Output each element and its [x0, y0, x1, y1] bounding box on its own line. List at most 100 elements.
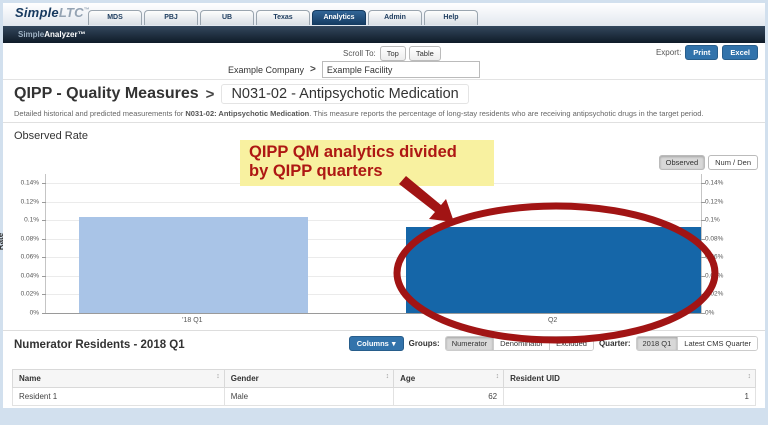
column-header-age[interactable]: Age ↕ — [393, 369, 505, 388]
chart-gridline — [46, 238, 701, 240]
export-label: Export: — [655, 48, 682, 57]
product-name-analyzer: Analyzer™ — [44, 30, 86, 39]
chart-gridline — [46, 201, 701, 203]
axis-tick — [42, 257, 46, 259]
tab-ub[interactable]: UB — [200, 10, 254, 25]
scroll-to-table-button[interactable]: Table — [408, 46, 441, 61]
y-axis-labels-right: 0% 0.02% 0.04% 0.06% 0.08% 0.1% 0.12% 0.14% — [703, 174, 745, 317]
scroll-buttons: Top Table — [379, 46, 441, 61]
axis-tick — [42, 220, 46, 222]
column-header-gender[interactable]: Gender ↕ — [223, 369, 395, 388]
facility-input[interactable] — [321, 61, 480, 78]
description-prefix: Detailed historical and predicted measur… — [14, 109, 186, 118]
description-suffix: . This measure reports the percentage of… — [309, 109, 704, 118]
axis-tick — [42, 313, 46, 314]
cell-age: 62 — [393, 387, 505, 406]
axis-tick — [701, 238, 705, 240]
y-axis-title: Rate — [0, 232, 6, 251]
simpleltc-logo: SimpleLTC™ — [15, 5, 90, 20]
residents-table: Name ↕ Gender ↕ Age ↕ Resident UID ↕ Resident 1… — [12, 369, 756, 406]
group-excluded-button[interactable]: Excluded — [550, 337, 593, 350]
sort-icon: ↕ — [385, 373, 390, 380]
y-tick-label: 0.08% — [20, 235, 39, 243]
cell-name: Resident 1 — [12, 387, 225, 406]
logo-trademark: ™ — [83, 7, 90, 14]
chart-panel-title: Observed Rate — [14, 130, 88, 142]
group-numerator-button[interactable]: Numerator — [445, 337, 495, 350]
sort-icon: ↕ — [747, 373, 752, 380]
chart-gridline — [46, 257, 701, 259]
tab-mds[interactable]: MDS — [88, 10, 142, 25]
scroll-to-group: Scroll To: Top Table — [343, 46, 441, 61]
y-tick-label: 0.1% — [24, 216, 39, 224]
sort-icon: ↕ — [495, 373, 500, 380]
chevron-down-icon: ▾ — [391, 339, 396, 348]
nav-tabs: MDS PBJ UB Texas Analytics Admin Help — [88, 10, 478, 25]
export-print-button[interactable]: Print — [685, 45, 719, 60]
chart-gridline — [46, 220, 701, 222]
y-tick-label: 0.04% — [20, 272, 39, 280]
quarter-latest-cms-quarter-button[interactable]: Latest CMS Quarter — [678, 337, 757, 350]
axis-tick — [701, 294, 705, 296]
scroll-to-label: Scroll To: — [343, 49, 376, 58]
columns-button[interactable]: Columns ▾ — [348, 336, 404, 351]
page-title: QIPP - Quality Measures — [14, 85, 199, 102]
annotation-callout: QIPP QM analytics divided by QIPP quarte… — [240, 140, 494, 186]
y-tick-label: 0% — [29, 309, 39, 317]
quarter-2018-q1-button[interactable]: 2018 Q1 — [636, 337, 679, 350]
title-chevron-icon: > — [205, 85, 215, 103]
toggle-observed-button[interactable]: Observed — [658, 155, 706, 170]
product-name: SimpleAnalyzer™ — [18, 30, 86, 39]
divider — [3, 122, 765, 123]
y-tick-label: 0.12% — [705, 198, 724, 206]
quarter-label: Quarter: — [598, 339, 631, 348]
group-buttons: Numerator Denominator Excluded — [444, 336, 594, 351]
tab-texas[interactable]: Texas — [256, 10, 310, 25]
logo-text-simple: Simple — [15, 5, 59, 20]
chart-bar-q2[interactable] — [406, 226, 701, 313]
column-header-name[interactable]: Name ↕ — [12, 369, 225, 388]
tab-analytics[interactable]: Analytics — [312, 10, 366, 25]
y-tick-label: 0.14% — [20, 179, 39, 187]
tab-admin[interactable]: Admin — [368, 10, 422, 25]
axis-tick — [701, 275, 705, 277]
residents-section-title: Numerator Residents - 2018 Q1 — [14, 339, 185, 351]
y-tick-label: 0.02% — [705, 290, 724, 298]
product-name-simple: Simple — [18, 30, 45, 39]
scroll-to-top-button[interactable]: Top — [379, 46, 406, 61]
annotation-line1: QIPP QM analytics divided — [249, 143, 457, 161]
measure-description: Detailed historical and predicted measur… — [14, 109, 704, 118]
axis-tick — [42, 201, 46, 203]
chart-gridline — [46, 294, 701, 296]
cell-gender: Male — [223, 387, 395, 406]
table-header-row: Name ↕ Gender ↕ Age ↕ Resident UID ↕ — [12, 369, 756, 388]
toggle-num-den-button[interactable]: Num / Den — [708, 155, 758, 170]
y-axis-labels-left: 0% 0.02% 0.04% 0.06% 0.08% 0.1% 0.12% 0.14% — [3, 174, 41, 317]
measure-selector[interactable]: N031-02 - Antipsychotic Medication — [221, 84, 469, 104]
group-denominator-button[interactable]: Denominator — [494, 337, 551, 350]
y-tick-label: 0.04% — [705, 272, 724, 280]
breadcrumb-chevron-icon: > — [310, 64, 316, 75]
columns-button-label: Columns — [356, 339, 389, 348]
export-excel-button[interactable]: Excel — [722, 45, 758, 60]
cell-resident-uid: 1 — [503, 387, 756, 406]
chart-gridline — [46, 275, 701, 277]
table-row[interactable]: Resident 1 Male 62 1 — [12, 387, 756, 406]
y-tick-label: 0.14% — [705, 179, 724, 187]
chart-bar--18-q1[interactable] — [78, 216, 308, 313]
product-bar: SimpleAnalyzer™ — [3, 26, 765, 43]
groups-label: Groups: — [408, 339, 440, 348]
column-header-resident-uid[interactable]: Resident UID ↕ — [503, 369, 756, 388]
chart-view-toggle: Observed Num / Den — [658, 155, 758, 170]
page-title-row: QIPP - Quality Measures > N031-02 - Anti… — [14, 84, 469, 104]
description-measure-name: N031-02: Antipsychotic Medication — [185, 109, 310, 118]
x-tick-label: '18 Q1 — [182, 317, 203, 324]
axis-tick — [42, 275, 46, 277]
chart-plot — [42, 174, 705, 314]
y-tick-label: 0.06% — [20, 253, 39, 261]
tab-pbj[interactable]: PBJ — [144, 10, 198, 25]
residents-controls: Columns ▾ Groups: Numerator Denominator Ex… — [348, 336, 758, 351]
tab-help[interactable]: Help — [424, 10, 478, 25]
quarter-buttons: 2018 Q1 Latest CMS Quarter — [635, 336, 758, 351]
